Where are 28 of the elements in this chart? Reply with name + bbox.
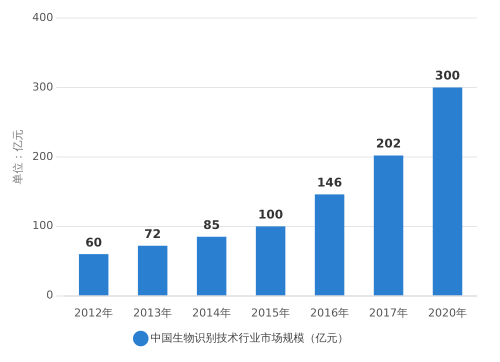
bar <box>138 246 168 296</box>
bar <box>196 236 226 296</box>
y-tick-label: 100 <box>32 219 54 232</box>
bar <box>256 226 286 296</box>
data-label: 60 <box>85 235 102 250</box>
x-tick-label: 2014年 <box>192 306 232 320</box>
bar <box>374 156 404 296</box>
x-tick-label: 2016年 <box>310 306 350 320</box>
y-tick-label: 300 <box>32 80 54 94</box>
y-axis-title: 单位：亿元 <box>11 129 24 184</box>
x-tick-label: 2015年 <box>251 306 290 320</box>
x-tick-label: 2012年 <box>74 306 114 320</box>
data-label: 146 <box>317 176 342 190</box>
y-tick-label: 200 <box>32 150 54 163</box>
x-tick-label: 2017年 <box>369 306 408 320</box>
data-label: 202 <box>376 136 402 151</box>
data-label: 300 <box>434 68 460 83</box>
x-tick-label: 2013年 <box>133 306 172 320</box>
bar <box>314 194 344 296</box>
bar <box>78 254 108 296</box>
x-tick-label: 2020年 <box>428 306 468 320</box>
data-label: 72 <box>144 226 162 241</box>
data-label: 85 <box>203 218 220 232</box>
y-tick-label: 400 <box>32 10 54 24</box>
data-label: 100 <box>258 207 284 222</box>
bar <box>432 87 462 296</box>
legend-label: 中国生物识别技术行业市场规模（亿元） <box>150 331 348 344</box>
y-tick-label: 0 <box>46 288 54 302</box>
